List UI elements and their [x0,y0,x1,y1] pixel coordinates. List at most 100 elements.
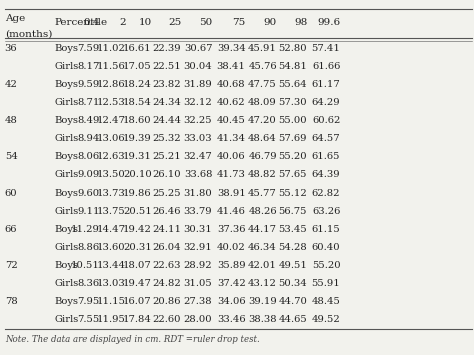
Text: 48.09: 48.09 [248,98,277,107]
Text: 48.45: 48.45 [311,297,340,306]
Text: 24.11: 24.11 [152,225,181,234]
Text: 19.47: 19.47 [123,279,152,288]
Text: 90: 90 [264,18,277,27]
Text: 25.25: 25.25 [153,189,181,197]
Text: 55.91: 55.91 [311,279,340,288]
Text: 37.36: 37.36 [217,225,246,234]
Text: 19.42: 19.42 [123,225,152,234]
Text: 42: 42 [5,80,18,89]
Text: 43.12: 43.12 [248,279,277,288]
Text: 9.11: 9.11 [77,207,100,215]
Text: 99.6: 99.6 [317,18,340,27]
Text: 13.60: 13.60 [97,243,126,252]
Text: 9.09: 9.09 [77,170,100,179]
Text: 61.17: 61.17 [311,80,340,89]
Text: 8.86: 8.86 [77,243,100,252]
Text: 8.36: 8.36 [77,279,100,288]
Text: 30.67: 30.67 [184,44,212,53]
Text: 18.24: 18.24 [123,80,152,89]
Text: 20.86: 20.86 [153,297,181,306]
Text: 57.69: 57.69 [279,134,307,143]
Text: 66: 66 [5,225,17,234]
Text: 61.15: 61.15 [311,225,340,234]
Text: 57.41: 57.41 [311,44,340,53]
Text: 17.05: 17.05 [123,62,152,71]
Text: 22.39: 22.39 [153,44,181,53]
Text: Girls: Girls [55,170,79,179]
Text: 33.79: 33.79 [184,207,212,215]
Text: 64.29: 64.29 [312,98,340,107]
Text: 45.77: 45.77 [248,189,277,197]
Text: 27.38: 27.38 [184,297,212,306]
Text: 14.47: 14.47 [97,225,126,234]
Text: 26.10: 26.10 [153,170,181,179]
Text: 75: 75 [232,18,246,27]
Text: 55.20: 55.20 [279,152,307,161]
Text: 31.05: 31.05 [183,279,212,288]
Text: 49.51: 49.51 [278,261,307,270]
Text: 30.31: 30.31 [183,225,212,234]
Text: Girls: Girls [55,134,79,143]
Text: 34.06: 34.06 [217,297,246,306]
Text: 20.10: 20.10 [123,170,152,179]
Text: 42.01: 42.01 [248,261,277,270]
Text: 32.12: 32.12 [183,98,212,107]
Text: 7.55: 7.55 [77,315,100,324]
Text: 38.41: 38.41 [217,62,246,71]
Text: 55.00: 55.00 [279,116,307,125]
Text: 10: 10 [138,18,152,27]
Text: 63.26: 63.26 [312,207,340,215]
Text: Girls: Girls [55,62,79,71]
Text: 61.65: 61.65 [312,152,340,161]
Text: 33.46: 33.46 [217,315,246,324]
Text: 24.82: 24.82 [152,279,181,288]
Text: 44.70: 44.70 [278,297,307,306]
Text: 16.07: 16.07 [123,297,152,306]
Text: Boys: Boys [55,152,79,161]
Text: 13.75: 13.75 [97,207,126,215]
Text: Boys: Boys [55,44,79,53]
Text: 9.60: 9.60 [77,189,100,197]
Text: 8.94: 8.94 [77,134,100,143]
Text: 56.75: 56.75 [279,207,307,215]
Text: 12.63: 12.63 [97,152,126,161]
Text: 20.31: 20.31 [123,243,152,252]
Text: 48.82: 48.82 [248,170,277,179]
Text: 45.76: 45.76 [248,62,277,71]
Text: 38.38: 38.38 [248,315,277,324]
Text: 41.34: 41.34 [217,134,246,143]
Text: Percentile: Percentile [55,18,108,27]
Text: 12.47: 12.47 [97,116,126,125]
Text: 18.60: 18.60 [123,116,152,125]
Text: 18.54: 18.54 [123,98,152,107]
Text: 13.44: 13.44 [97,261,126,270]
Text: 47.20: 47.20 [248,116,277,125]
Text: 28.92: 28.92 [184,261,212,270]
Text: 64.39: 64.39 [312,170,340,179]
Text: 32.25: 32.25 [184,116,212,125]
Text: 17.84: 17.84 [123,315,152,324]
Text: 44.17: 44.17 [248,225,277,234]
Text: 31.80: 31.80 [183,189,212,197]
Text: Boys: Boys [55,297,79,306]
Text: Girls: Girls [55,279,79,288]
Text: 53.45: 53.45 [278,225,307,234]
Text: 30.04: 30.04 [183,62,212,71]
Text: 13.73: 13.73 [97,189,126,197]
Text: 40.45: 40.45 [217,116,246,125]
Text: Boys: Boys [55,261,79,270]
Text: 57.30: 57.30 [279,98,307,107]
Text: Girls: Girls [55,207,79,215]
Text: 40.62: 40.62 [217,98,246,107]
Text: 46.34: 46.34 [248,243,277,252]
Text: 19.39: 19.39 [123,134,152,143]
Text: 13.06: 13.06 [97,134,126,143]
Text: 55.20: 55.20 [312,261,340,270]
Text: 40.68: 40.68 [217,80,246,89]
Text: 33.68: 33.68 [184,170,212,179]
Text: 49.52: 49.52 [311,315,340,324]
Text: 8.71: 8.71 [77,98,100,107]
Text: 16.61: 16.61 [123,44,152,53]
Text: 98: 98 [294,18,307,27]
Text: 32.91: 32.91 [183,243,212,252]
